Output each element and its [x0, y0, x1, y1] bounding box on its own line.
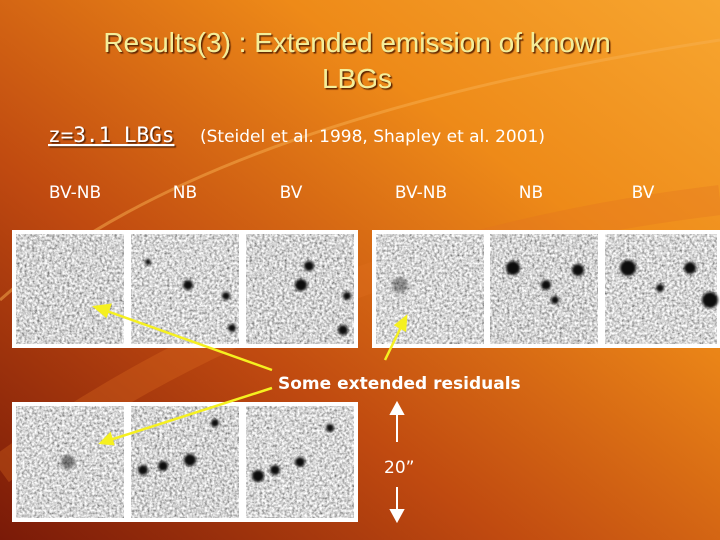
subtitle: z=3.1 LBGs	[48, 123, 174, 147]
column-label: BV	[632, 183, 655, 203]
column-label: NB	[173, 183, 197, 203]
scale-arrow	[389, 400, 405, 524]
pointer-arrows	[91, 303, 408, 446]
title: Results(3) : Extended emission of known L…	[103, 27, 610, 94]
annotation: Some extended residuals	[278, 374, 521, 394]
scale-label: 20”	[384, 458, 414, 478]
column-label: BV-NB	[49, 183, 101, 203]
column-label: BV	[280, 183, 303, 203]
column-label: BV-NB	[395, 183, 447, 203]
image-row	[12, 230, 720, 522]
column-label: NB	[519, 183, 543, 203]
citation: (Steidel et al. 1998, Shapley et al. 200…	[200, 127, 545, 147]
